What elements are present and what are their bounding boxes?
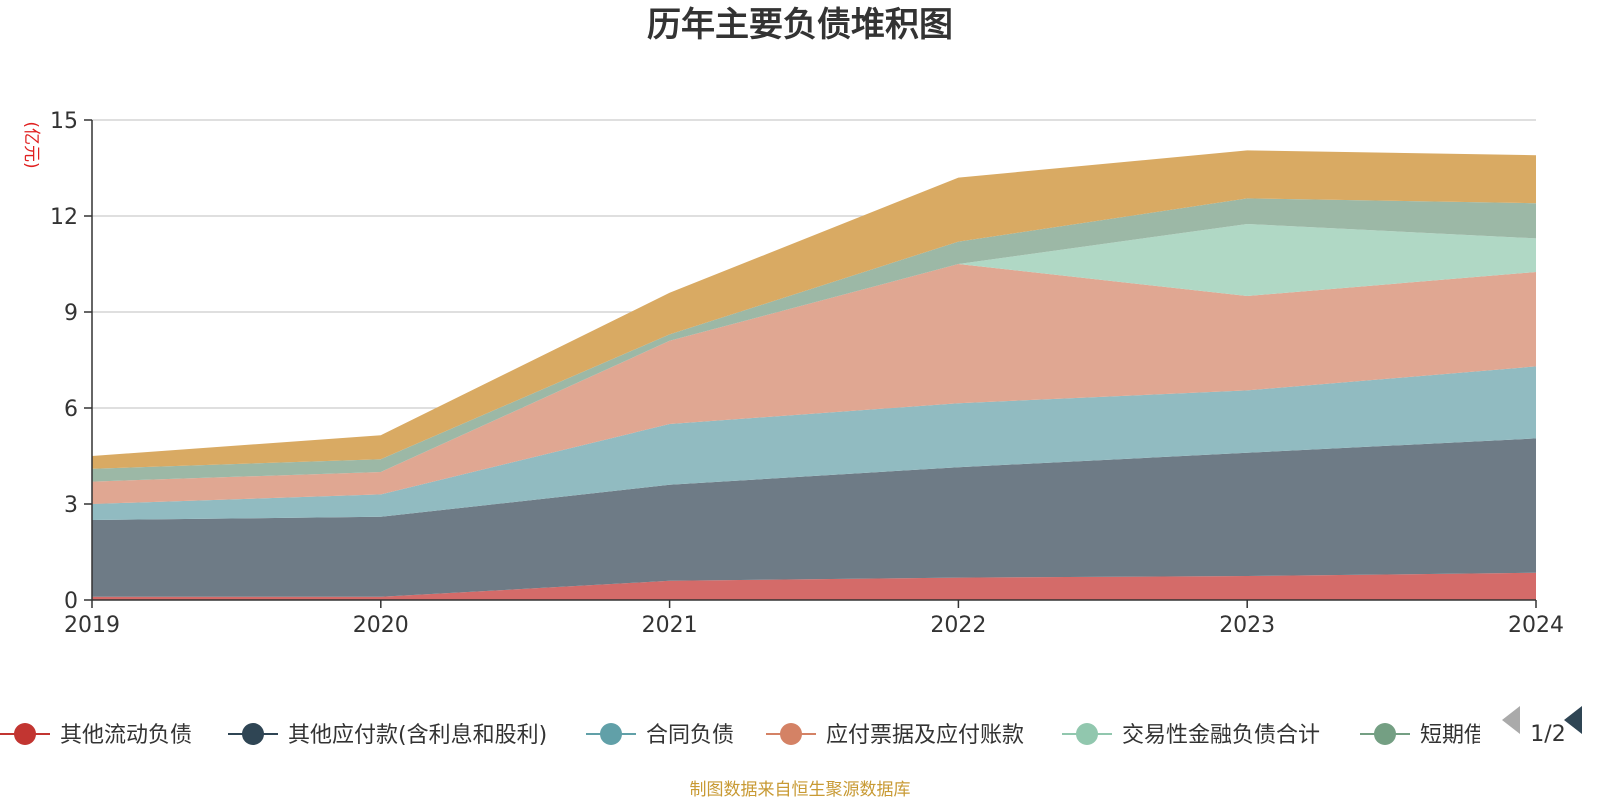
- legend-pager: 1/2: [1502, 706, 1582, 747]
- area-6: [92, 198, 1536, 482]
- legend-label: 合同负债: [646, 723, 734, 748]
- legend-next-page-icon[interactable]: [1564, 706, 1582, 734]
- area-3: [92, 366, 1536, 520]
- area-1: [92, 572, 1536, 600]
- legend-label: 其他流动负债: [60, 723, 192, 748]
- legend-marker: [242, 723, 264, 745]
- area-7: [92, 150, 1536, 469]
- legend-item-3[interactable]: 合同负债: [586, 723, 734, 748]
- legend-item-5[interactable]: 交易性金融负债合计: [1062, 723, 1320, 748]
- legend-marker: [14, 723, 36, 745]
- legend-label: 应付票据及应付账款: [826, 723, 1024, 748]
- x-tick-label-2: 2021: [642, 613, 698, 638]
- area-2: [92, 438, 1536, 597]
- data-source-note: 制图数据来自恒生聚源数据库: [690, 780, 911, 800]
- legend-label: 交易性金融负债合计: [1122, 723, 1320, 748]
- legend-item-2[interactable]: 其他应付款(含利息和股利): [228, 723, 547, 748]
- legend-marker: [780, 723, 802, 745]
- legend-label: 短期借款: [1420, 723, 1508, 748]
- legend-page-indicator: 1/2: [1530, 722, 1565, 747]
- y-tick-label-0: 0: [64, 589, 78, 614]
- x-tick-label-3: 2022: [930, 613, 986, 638]
- y-tick-label-1: 3: [64, 493, 78, 518]
- legend-marker: [1374, 723, 1396, 745]
- legend-marker: [1076, 723, 1098, 745]
- y-axis-ticks: 0 3 6 9 12 15: [50, 109, 92, 614]
- legend-item-4[interactable]: 应付票据及应付账款: [766, 723, 1024, 748]
- area-4: [92, 264, 1536, 504]
- x-axis-ticks: 2019 2020 2021 2022 2023 2024: [64, 600, 1564, 638]
- legend-marker: [600, 723, 622, 745]
- legend: 其他流动负债 其他应付款(含利息和股利) 合同负债 应付票据及应付账款 交易性金融负债合…: [0, 723, 1508, 748]
- area-series: [92, 150, 1536, 600]
- legend-label: 其他应付款(含利息和股利): [288, 723, 547, 748]
- x-tick-label-1: 2020: [353, 613, 409, 638]
- x-tick-label-5: 2024: [1508, 613, 1564, 638]
- y-axis-unit-label: (亿元): [21, 121, 41, 168]
- y-tick-label-2: 6: [64, 397, 78, 422]
- x-tick-label-0: 2019: [64, 613, 120, 638]
- legend-item-1[interactable]: 其他流动负债: [0, 723, 192, 748]
- x-tick-label-4: 2023: [1219, 613, 1275, 638]
- legend-item-6[interactable]: 短期借款: [1360, 723, 1508, 748]
- legend-prev-page-icon[interactable]: [1502, 706, 1520, 734]
- y-tick-label-3: 9: [64, 301, 78, 326]
- axes: [91, 120, 1536, 601]
- y-tick-label-4: 12: [50, 205, 78, 230]
- y-tick-label-5: 15: [50, 109, 78, 134]
- chart-title: 历年主要负债堆积图: [647, 5, 953, 45]
- area-5: [92, 224, 1536, 482]
